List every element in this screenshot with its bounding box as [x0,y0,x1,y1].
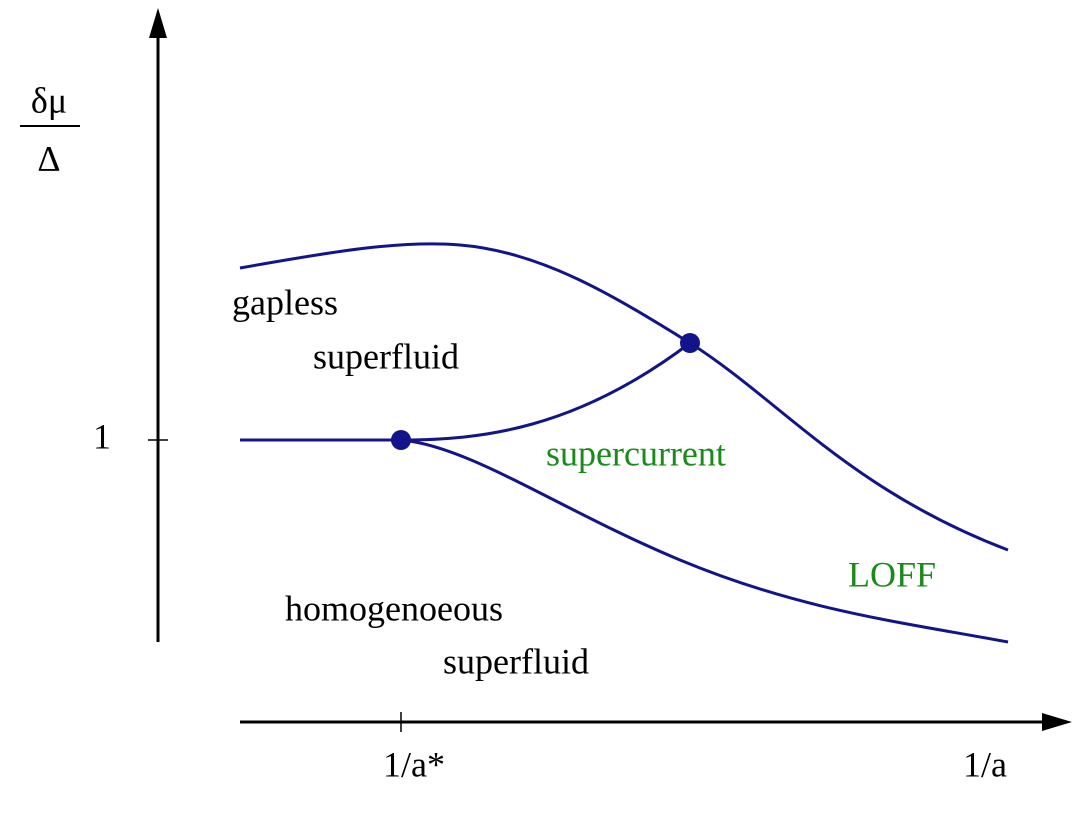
critical-point [391,430,411,450]
x-tick-label: 1/a* [383,744,445,784]
region-label: LOFF [848,554,936,594]
upper-boundary [239,242,1009,552]
y-axis-arrow [149,8,167,38]
region-label: homogenoeous [285,588,503,628]
x-axis-label: 1/a [963,744,1007,784]
lower-boundary [400,438,1009,644]
y-label-numerator: δμ [31,80,67,120]
y-tick-label: 1 [93,416,111,456]
region-label: superfluid [313,336,459,376]
region-label: gapless [232,282,338,322]
region-label: superfluid [443,641,589,681]
critical-point [680,333,700,353]
x-axis-arrow [1042,713,1072,731]
middle-boundary [240,341,691,442]
y-label-denominator: Δ [37,138,60,178]
region-label: supercurrent [546,433,726,473]
